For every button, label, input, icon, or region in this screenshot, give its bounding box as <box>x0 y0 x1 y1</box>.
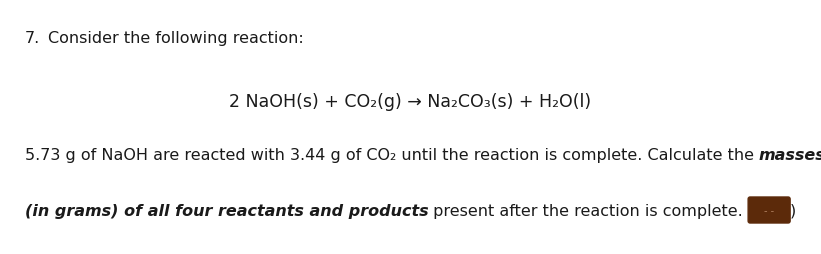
Text: Consider the following reaction:: Consider the following reaction: <box>48 30 304 45</box>
Text: masses: masses <box>759 147 821 162</box>
Text: - -: - - <box>764 205 774 215</box>
Text: (in grams) of all four reactants and products: (in grams) of all four reactants and pro… <box>25 203 429 218</box>
Text: 2 NaOH(s) + CO₂(g) → Na₂CO₃(s) + H₂O(l): 2 NaOH(s) + CO₂(g) → Na₂CO₃(s) + H₂O(l) <box>229 93 592 110</box>
Text: 5.73 g of NaOH are reacted with 3.44 g of CO₂ until the reaction is complete. Ca: 5.73 g of NaOH are reacted with 3.44 g o… <box>25 147 759 162</box>
Text: ): ) <box>790 203 796 218</box>
FancyBboxPatch shape <box>748 197 790 223</box>
Text: present after the reaction is complete.: present after the reaction is complete. <box>429 203 748 218</box>
Text: 7.: 7. <box>25 30 40 45</box>
